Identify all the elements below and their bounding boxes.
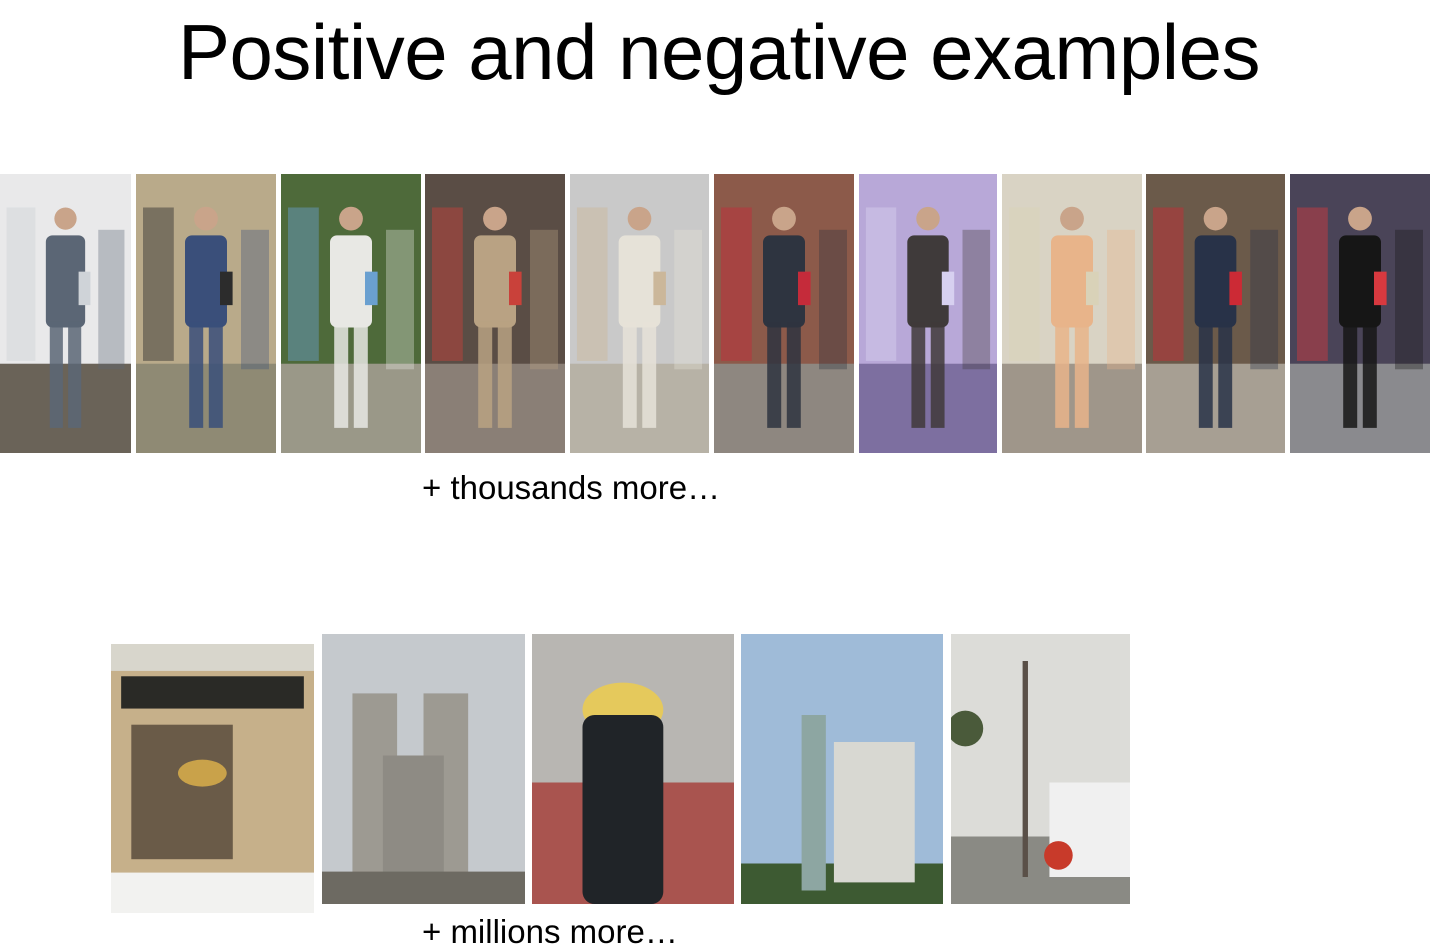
example-image-man-in-trench-coat	[425, 174, 565, 453]
example-image-elderly-couple-by-fence	[281, 174, 421, 453]
example-image-skyscraper-clouds	[741, 634, 943, 904]
example-image-woman-walking-red-bag	[1146, 174, 1285, 453]
example-image-man-with-camera-bag	[136, 174, 276, 453]
example-image-fire-hydrant	[532, 634, 734, 904]
example-image-street-palm-trees	[951, 634, 1130, 904]
example-image-man-in-purple-room	[859, 174, 997, 453]
example-image-man-in-black-crowd	[1290, 174, 1430, 453]
example-image-building-entrance-steps	[111, 644, 314, 913]
slide-title: Positive and negative examples	[178, 8, 1261, 96]
example-image-crowd-in-street	[714, 174, 854, 453]
example-image-man-climbing-snowy-rocks	[0, 174, 131, 453]
positives-caption: + thousands more…	[422, 469, 721, 506]
negatives-caption: + millions more…	[422, 913, 678, 950]
example-image-gothic-cathedral	[322, 634, 525, 904]
example-image-people-by-white-wall	[570, 174, 709, 453]
example-image-man-walking-away-crowd	[1002, 174, 1142, 453]
